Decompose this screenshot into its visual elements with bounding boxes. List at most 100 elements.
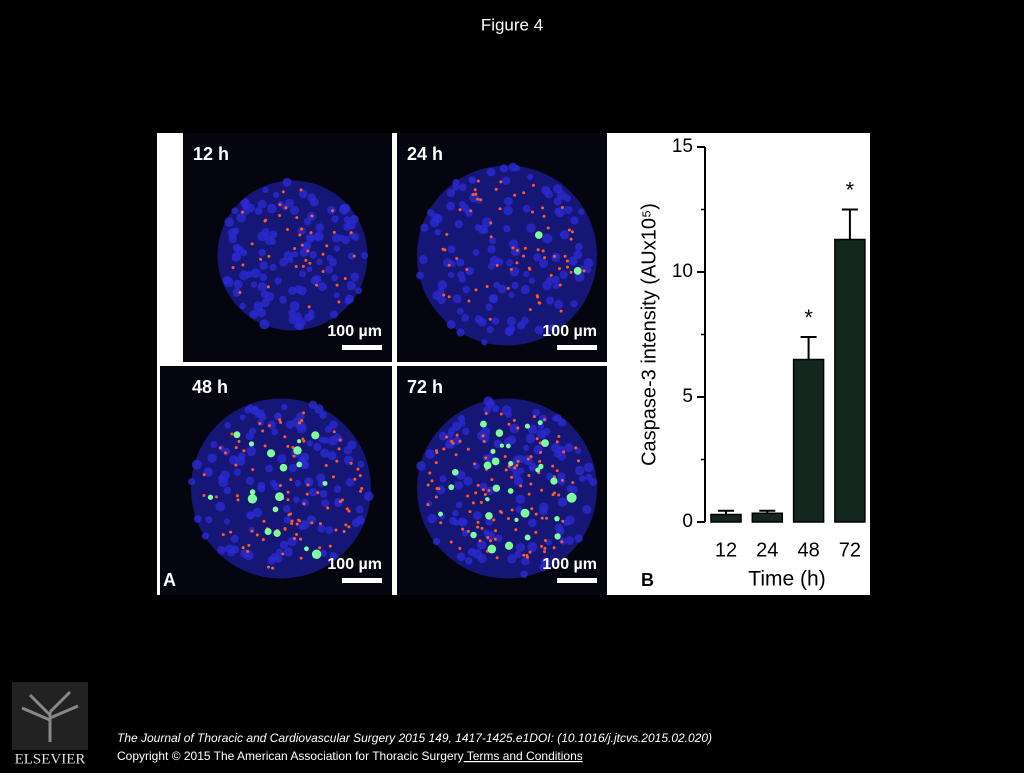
nucleus [462,285,471,294]
red-spot [529,455,533,459]
nucleus [514,550,522,559]
red-spot [331,475,335,479]
nucleus [437,287,445,295]
nucleus [346,280,356,291]
red-spot [278,213,282,217]
red-spot [515,248,519,252]
nucleus [282,177,292,187]
nucleus [465,557,473,565]
red-spot [582,269,586,273]
red-spot [570,230,574,234]
nucleus [539,258,549,268]
green-spot [311,549,322,559]
red-spot [465,268,469,272]
red-spot [337,447,341,451]
nucleus [207,453,217,463]
nucleus [479,482,488,491]
nucleus [307,234,315,242]
red-spot [569,270,573,274]
red-spot [494,529,498,533]
nucleus [494,534,503,543]
nucleus [477,317,487,327]
nucleus [355,505,364,514]
green-spot [249,489,256,495]
nucleus [331,274,339,282]
nucleus [545,296,555,305]
red-spot [279,484,283,488]
red-spot [261,429,265,433]
red-spot [503,455,507,459]
nucleus [452,509,459,517]
red-spot [340,498,344,502]
nucleus [329,420,338,429]
red-spot [290,519,294,523]
red-spot [519,484,523,488]
red-spot [331,209,335,213]
nucleus [318,436,325,443]
nucleus [351,518,361,528]
red-spot [535,437,539,441]
red-spot [560,206,564,210]
red-spot [516,459,520,463]
green-spot [296,461,303,468]
red-spot [551,464,555,468]
nucleus [476,431,486,440]
green-spot [247,494,258,504]
nucleus [513,476,524,486]
nucleus [437,280,448,290]
red-spot [485,284,489,288]
copyright: Copyright © 2015 The American Associatio… [117,749,583,763]
red-spot [430,479,434,483]
red-spot [506,286,510,290]
nucleus [243,550,254,561]
red-spot [229,530,233,534]
nucleus [527,542,538,552]
nucleus [279,540,289,550]
nucleus [242,202,250,210]
nucleus [526,223,536,233]
red-spot [271,566,275,570]
red-spot [509,267,513,271]
red-spot [498,509,502,513]
nucleus [302,241,312,251]
red-spot [218,446,222,450]
nucleus [507,554,517,564]
red-spot [258,422,262,426]
red-spot [445,232,449,236]
red-spot [353,477,357,481]
terms-link[interactable]: Terms and Conditions [464,749,583,763]
red-spot [285,227,289,231]
nucleus [515,542,526,552]
green-spot [322,480,328,486]
nucleus [495,258,504,266]
nucleus [583,462,594,473]
nucleus [245,476,255,485]
nucleus [497,284,507,294]
nucleus [308,488,318,497]
nucleus [467,547,477,557]
nucleus [481,227,489,234]
nucleus [472,248,480,256]
red-spot [474,288,478,292]
nucleus [511,281,519,290]
nucleus [456,258,465,267]
green-spot [304,546,309,552]
red-spot [538,459,542,463]
red-spot [293,247,297,251]
nucleus [532,408,540,417]
red-spot [315,283,319,287]
red-spot [358,474,362,478]
red-spot [450,439,454,443]
red-spot [292,454,296,458]
green-spot [534,231,543,239]
red-spot [241,546,245,550]
red-spot [527,266,531,270]
spheroid [417,165,597,346]
green-spot [490,448,496,455]
red-spot [289,478,293,482]
green-spot [485,497,490,502]
nucleus [525,433,536,444]
red-spot [526,457,530,461]
